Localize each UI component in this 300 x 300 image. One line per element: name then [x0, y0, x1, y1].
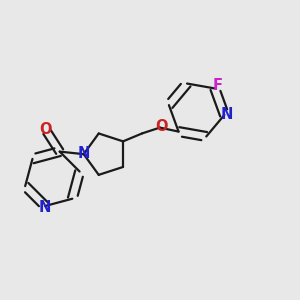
Text: O: O	[39, 122, 52, 137]
Text: N: N	[77, 146, 90, 161]
Text: O: O	[155, 118, 168, 134]
Text: F: F	[213, 78, 223, 93]
Text: N: N	[221, 107, 233, 122]
Text: N: N	[39, 200, 51, 215]
